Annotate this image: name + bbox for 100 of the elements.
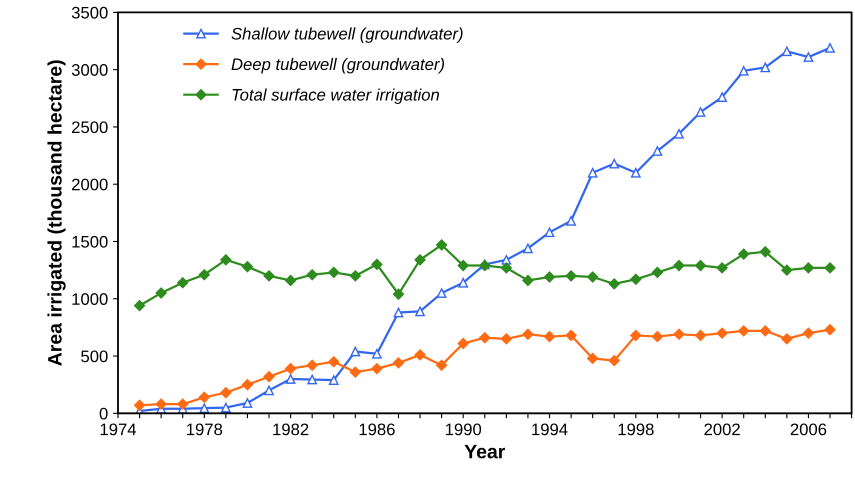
x-tick-label: 1990 bbox=[446, 423, 482, 436]
point bbox=[134, 300, 146, 312]
point bbox=[652, 330, 663, 342]
point bbox=[565, 270, 577, 282]
y-tick-label: 1500 bbox=[72, 236, 108, 248]
point bbox=[392, 357, 404, 369]
point bbox=[371, 258, 383, 270]
point bbox=[392, 288, 404, 300]
point bbox=[284, 274, 296, 286]
point bbox=[350, 346, 360, 356]
point bbox=[760, 62, 770, 72]
point bbox=[694, 330, 706, 342]
point bbox=[328, 266, 340, 278]
point bbox=[436, 360, 448, 371]
point bbox=[696, 107, 706, 117]
point bbox=[242, 379, 254, 390]
point bbox=[544, 330, 556, 342]
legend-label: Shallow tubewell (groundwater) bbox=[231, 27, 463, 43]
legend-label: Total surface water irrigation bbox=[232, 88, 439, 104]
point bbox=[414, 349, 426, 361]
x-tick-label: 1978 bbox=[187, 423, 222, 436]
y-tick-label: 500 bbox=[81, 350, 108, 362]
point bbox=[522, 328, 534, 340]
point bbox=[198, 269, 210, 280]
y-tick-label: 1000 bbox=[72, 293, 108, 305]
point bbox=[350, 366, 361, 378]
point bbox=[717, 92, 727, 102]
point bbox=[458, 278, 468, 288]
x-tick-label: 1994 bbox=[532, 423, 568, 436]
point bbox=[328, 356, 340, 368]
point bbox=[587, 352, 598, 364]
point bbox=[566, 216, 576, 226]
point bbox=[630, 274, 642, 285]
point bbox=[804, 52, 814, 62]
point bbox=[307, 374, 318, 384]
point bbox=[716, 328, 728, 339]
point bbox=[825, 43, 835, 53]
point bbox=[372, 348, 382, 359]
point bbox=[350, 270, 361, 282]
point bbox=[824, 324, 836, 336]
point bbox=[479, 332, 490, 344]
point bbox=[284, 363, 296, 374]
point bbox=[156, 398, 167, 410]
point bbox=[415, 306, 425, 316]
point bbox=[760, 325, 771, 336]
x-tick-label: 1986 bbox=[360, 423, 395, 436]
point bbox=[781, 264, 792, 276]
point bbox=[199, 403, 210, 414]
y-axis-title: Area irrigated (thousand hectare) bbox=[47, 60, 66, 366]
point bbox=[242, 261, 254, 272]
point bbox=[674, 128, 684, 139]
point bbox=[588, 168, 598, 178]
point bbox=[414, 254, 426, 266]
point bbox=[802, 262, 814, 274]
point bbox=[608, 355, 620, 366]
point bbox=[652, 266, 663, 278]
x-tick-label: 1974 bbox=[100, 423, 136, 436]
point bbox=[242, 398, 252, 408]
point bbox=[221, 402, 231, 412]
point bbox=[328, 375, 339, 385]
point bbox=[522, 274, 534, 286]
point bbox=[371, 363, 383, 374]
point bbox=[608, 278, 620, 290]
point bbox=[264, 386, 274, 396]
point bbox=[544, 227, 554, 238]
x-tick-label: 2006 bbox=[790, 423, 826, 436]
x-axis-title: Year bbox=[464, 444, 506, 458]
x-tick-label: 1998 bbox=[618, 423, 654, 436]
y-tick-label: 2000 bbox=[72, 178, 108, 190]
point bbox=[652, 146, 662, 156]
y-tick-label: 0 bbox=[100, 408, 108, 420]
point bbox=[286, 374, 296, 384]
x-tick-label: 1982 bbox=[273, 423, 308, 436]
point bbox=[500, 262, 512, 274]
point bbox=[802, 328, 814, 339]
point bbox=[781, 333, 792, 344]
point bbox=[738, 66, 749, 76]
x-tick-label: 2002 bbox=[704, 423, 740, 436]
y-tick-label: 3500 bbox=[72, 6, 108, 19]
point bbox=[436, 239, 448, 251]
point bbox=[609, 158, 620, 168]
point bbox=[134, 400, 146, 411]
point bbox=[673, 260, 685, 272]
point bbox=[458, 338, 469, 350]
point bbox=[263, 371, 275, 382]
point bbox=[306, 269, 318, 280]
point bbox=[394, 308, 404, 318]
y-tick-label: 2500 bbox=[72, 121, 108, 134]
point bbox=[630, 168, 641, 178]
point bbox=[760, 246, 771, 258]
point bbox=[694, 260, 706, 272]
point bbox=[738, 325, 750, 336]
point bbox=[500, 333, 512, 344]
y-tick-label: 3000 bbox=[72, 64, 108, 76]
point bbox=[544, 271, 556, 283]
point bbox=[523, 244, 533, 254]
point bbox=[824, 262, 836, 274]
point bbox=[738, 248, 750, 260]
legend-label: Deep tubewell (groundwater) bbox=[232, 58, 444, 74]
point bbox=[220, 254, 232, 266]
